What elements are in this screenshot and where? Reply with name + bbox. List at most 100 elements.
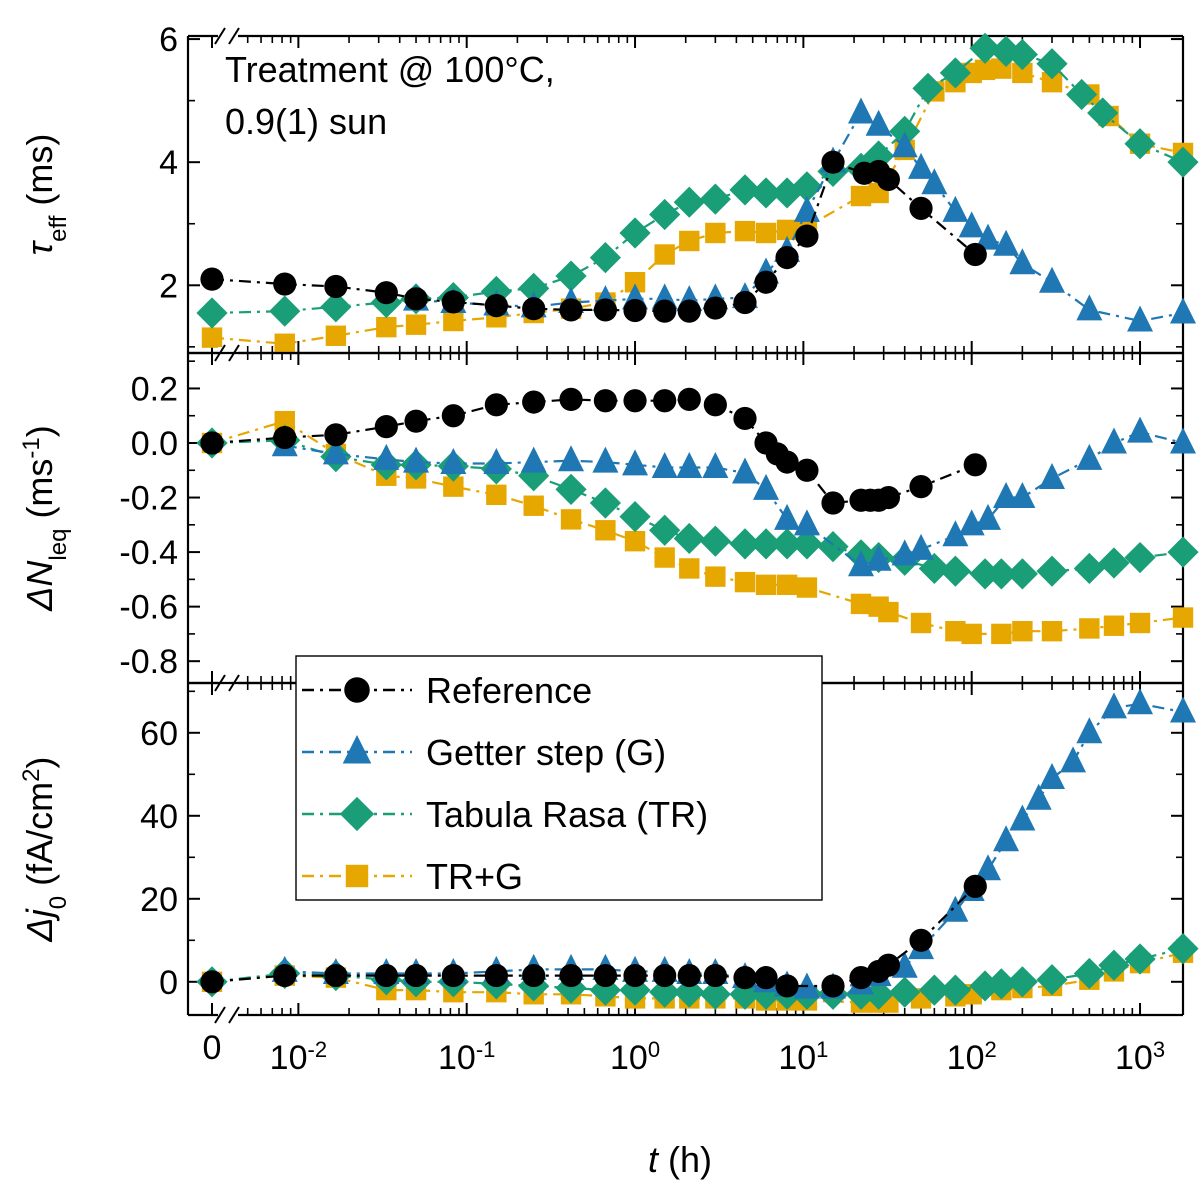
panel-j0-axis-break-bottom-slash-a	[214, 1006, 226, 1024]
panel-dn-ylabel-symbol: ΔN	[19, 560, 60, 612]
panel-j0-ylabel-symbol: Δj	[19, 908, 60, 942]
panel-dn-point-tr-g-11	[679, 558, 700, 579]
panel-dn-ylabel-sub: leq	[45, 529, 72, 561]
panel-dn-point-tr-g-19	[878, 601, 899, 623]
panel-dn-point-tr-g-22	[961, 623, 982, 645]
panel-dn-point-tr-g-5	[486, 484, 507, 506]
panel-j0-point-tabula-rasa-tr-21	[918, 974, 950, 1006]
panel-dn-point-reference-9	[623, 389, 647, 413]
panel-dn-point-getter-step-g-27	[1076, 443, 1103, 470]
panel-j0-point-reference-7	[559, 963, 583, 988]
panel-dn-point-getter-step-g-26	[1039, 462, 1066, 489]
xtick-label-2: 100	[610, 1037, 660, 1078]
panel-j0-ytick-label-3: 60	[140, 715, 178, 753]
panel-j0-ylabel-unit: (fA/cm	[19, 782, 60, 896]
panel-tau-point-reference-9	[623, 298, 647, 323]
legend-marker-reference	[344, 677, 370, 703]
panel-j0-point-tabula-rasa-tr-20	[889, 976, 921, 1008]
panel-j0-point-getter-step-g-25	[993, 825, 1020, 852]
panel-dn-point-getter-step-g-6	[520, 446, 547, 473]
legend-label-tr-g: TR+G	[426, 856, 523, 897]
panel-dn-point-tabula-rasa-tr-21	[918, 552, 950, 585]
panel-dn-point-tr-g-29	[1172, 607, 1194, 628]
xtick-label-zero: 0	[203, 1029, 222, 1067]
annotation-line-0: Treatment @ 100°C,	[225, 49, 555, 90]
panel-dn-line-zero-tr-g	[211, 420, 286, 445]
panel-tau-point-tabula-rasa-tr-27	[1066, 78, 1098, 111]
panel-tau-point-getter-step-g-22	[975, 223, 1002, 250]
panel-j0-line-tr-g	[284, 951, 1184, 1004]
panel-j0-ytick-label-2: 40	[140, 798, 178, 836]
panel-dn-point-tabula-rasa-tr-11	[673, 522, 705, 555]
panel-j0-point-tabula-rasa-tr-30	[1167, 933, 1199, 965]
panel-dn-point-reference-8	[593, 389, 617, 413]
panel-tau-point-tabula-rasa-tr-14	[750, 177, 782, 209]
panel-tau-point-reference-16	[795, 224, 819, 248]
panel-tau-point-reference-6	[522, 297, 546, 321]
xtick-label-5-base: 10	[1115, 1039, 1153, 1077]
panel-j0-point-reference-5	[484, 963, 508, 988]
panel-j0-point-reference-14	[754, 966, 778, 990]
panel-tau-point-tr-g-14	[755, 222, 777, 244]
panel-dn-point-getter-step-g-25	[1009, 482, 1036, 509]
panel-tau-point-reference-11	[677, 299, 701, 323]
panel-dn-point-tr-g-16	[796, 577, 818, 598]
panel-dn-point-reference-12	[703, 393, 727, 417]
legend-label-tabula-rasa-tr: Tabula Rasa (TR)	[426, 794, 708, 835]
panel-dn-ytick-label-3: -0.4	[119, 534, 178, 572]
panel-dn-point-getter-step-g-11	[676, 452, 703, 479]
xtick-label-1: 10-1	[438, 1037, 495, 1078]
panel-tau-point-reference-7	[559, 298, 583, 322]
panel-tau-point-tabula-rasa-tr-25	[1006, 38, 1038, 71]
panel-j0-line-zero-reference	[211, 974, 285, 983]
panel-j0-point-reference-10	[653, 963, 677, 988]
panel-tau-series-getter-step-g	[403, 97, 1196, 332]
panel-tau-point-tabula-rasa-tr-23	[969, 32, 1001, 64]
x-axis-label: t (h)	[648, 1139, 712, 1180]
panel-tau-point-tabula-rasa-tr-8	[589, 241, 621, 274]
panel-tau-point-tabula-rasa-tr-28	[1087, 97, 1119, 129]
panel-tau-point-tr-g-12	[705, 222, 726, 244]
panel-j0-point-getter-step-g-27	[1025, 783, 1052, 810]
panel-tau-axis-break-top-slash-a	[214, 27, 226, 45]
panel-j0-point-reference-17	[849, 966, 873, 990]
panel-tau-point-tr-g-13	[734, 220, 756, 242]
panel-tau-point-reference-5	[484, 294, 508, 318]
panel-j0-point-getter-step-g-30	[1076, 717, 1103, 744]
panel-tau-point-getter-step-g-25	[1039, 266, 1066, 293]
panel-dn-point-getter-step-g-15	[774, 503, 801, 530]
panel-dn-point-reference-10	[653, 389, 677, 413]
panel-tau-axis-break-top	[214, 27, 240, 45]
legend-marker-tabula-rasa-tr	[339, 796, 375, 832]
legend-box	[295, 655, 823, 901]
panel-j0-point-tabula-rasa-tr-12	[699, 978, 731, 1010]
xtick-label-2-base: 10	[610, 1039, 648, 1077]
panel-j0-point-tabula-rasa-tr-11	[673, 976, 705, 1008]
panel-tau-point-tr-g-3	[405, 314, 427, 335]
panel-j0-axis-break-bottom-slash-b	[228, 1006, 240, 1024]
legend: Reference Getter step (G) Tabula Rasa (TR)…	[295, 655, 823, 901]
x-axis-label-unit: (h)	[658, 1139, 712, 1180]
legend-entry-tabula-rasa-tr: Tabula Rasa (TR)	[302, 794, 708, 835]
panel-j0-point-tabula-rasa-tr-23	[969, 970, 1001, 1002]
panel-dn-point-getter-step-g-16	[793, 509, 820, 536]
panel-j0-point-reference-2	[374, 963, 398, 988]
panel-j0-point-getter-step-g-24	[975, 854, 1002, 881]
panel-dn-point-tr-g-28	[1129, 612, 1151, 634]
panel-dn-point-reference-11	[677, 387, 701, 411]
panel-tau-line-zero-tr-g	[211, 336, 285, 345]
panel-tau-point-getter-step-g-13	[793, 195, 820, 222]
panel-dn-point-reference-1	[324, 423, 348, 447]
legend-entry-tr-g: TR+G	[302, 856, 523, 897]
panel-dn-point-tr-g-4	[443, 476, 464, 497]
panel-dn-series-tr-g	[201, 410, 1194, 645]
panel-j0-point-reference-21	[963, 874, 987, 898]
panel-tau-point-reference-21	[909, 196, 933, 220]
panel-tau-ytick-label-1: 4	[159, 144, 178, 182]
panel-dn-point-reference-18	[821, 491, 845, 515]
panel-dn-point-getter-step-g-24	[993, 482, 1020, 509]
panel-dn-ytick-label-1: 0.0	[131, 425, 178, 463]
panel-tau-point-tr-g-1	[325, 325, 347, 346]
panel-dn-point-getter-step-g-29	[1127, 416, 1154, 443]
legend-entry-reference: Reference	[302, 670, 592, 711]
